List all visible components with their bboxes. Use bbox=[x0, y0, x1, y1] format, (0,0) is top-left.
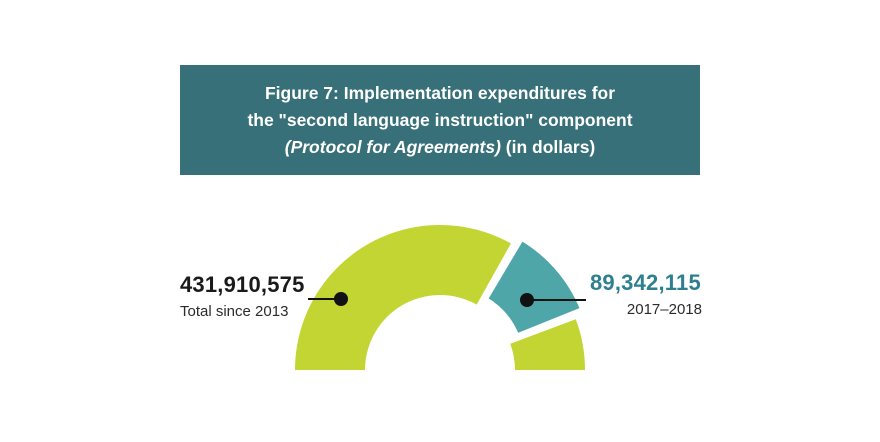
period-callout: 89,342,115 2017–2018 bbox=[590, 270, 702, 318]
total-callout: 431,910,575 Total since 2013 bbox=[180, 272, 305, 320]
period-value: 89,342,115 bbox=[590, 270, 701, 295]
total-caption: Total since 2013 bbox=[180, 303, 289, 320]
total-value: 431,910,575 bbox=[180, 272, 305, 297]
figure-title-protocol-italic: (Protocol for Agreements) bbox=[284, 137, 501, 157]
figure-title-box: Figure 7: Implementation expenditures fo… bbox=[180, 65, 700, 175]
total-arc-right-segment bbox=[510, 319, 585, 370]
figure-title-line1: Figure 7: Implementation expenditures fo… bbox=[264, 83, 616, 103]
right-leader-dot bbox=[520, 293, 534, 307]
total-arc-segment bbox=[295, 224, 511, 370]
figure-title-units: (in dollars) bbox=[500, 137, 596, 157]
left-leader-dot bbox=[334, 292, 348, 306]
gauge-chart bbox=[295, 224, 586, 370]
period-caption: 2017–2018 bbox=[626, 301, 702, 318]
figure-title-line3: (Protocol for Agreements) (in dollars) bbox=[180, 134, 700, 161]
figure-title-line2: the "second language instruction" compon… bbox=[247, 110, 633, 130]
period-slice-2017-2018 bbox=[483, 236, 585, 338]
